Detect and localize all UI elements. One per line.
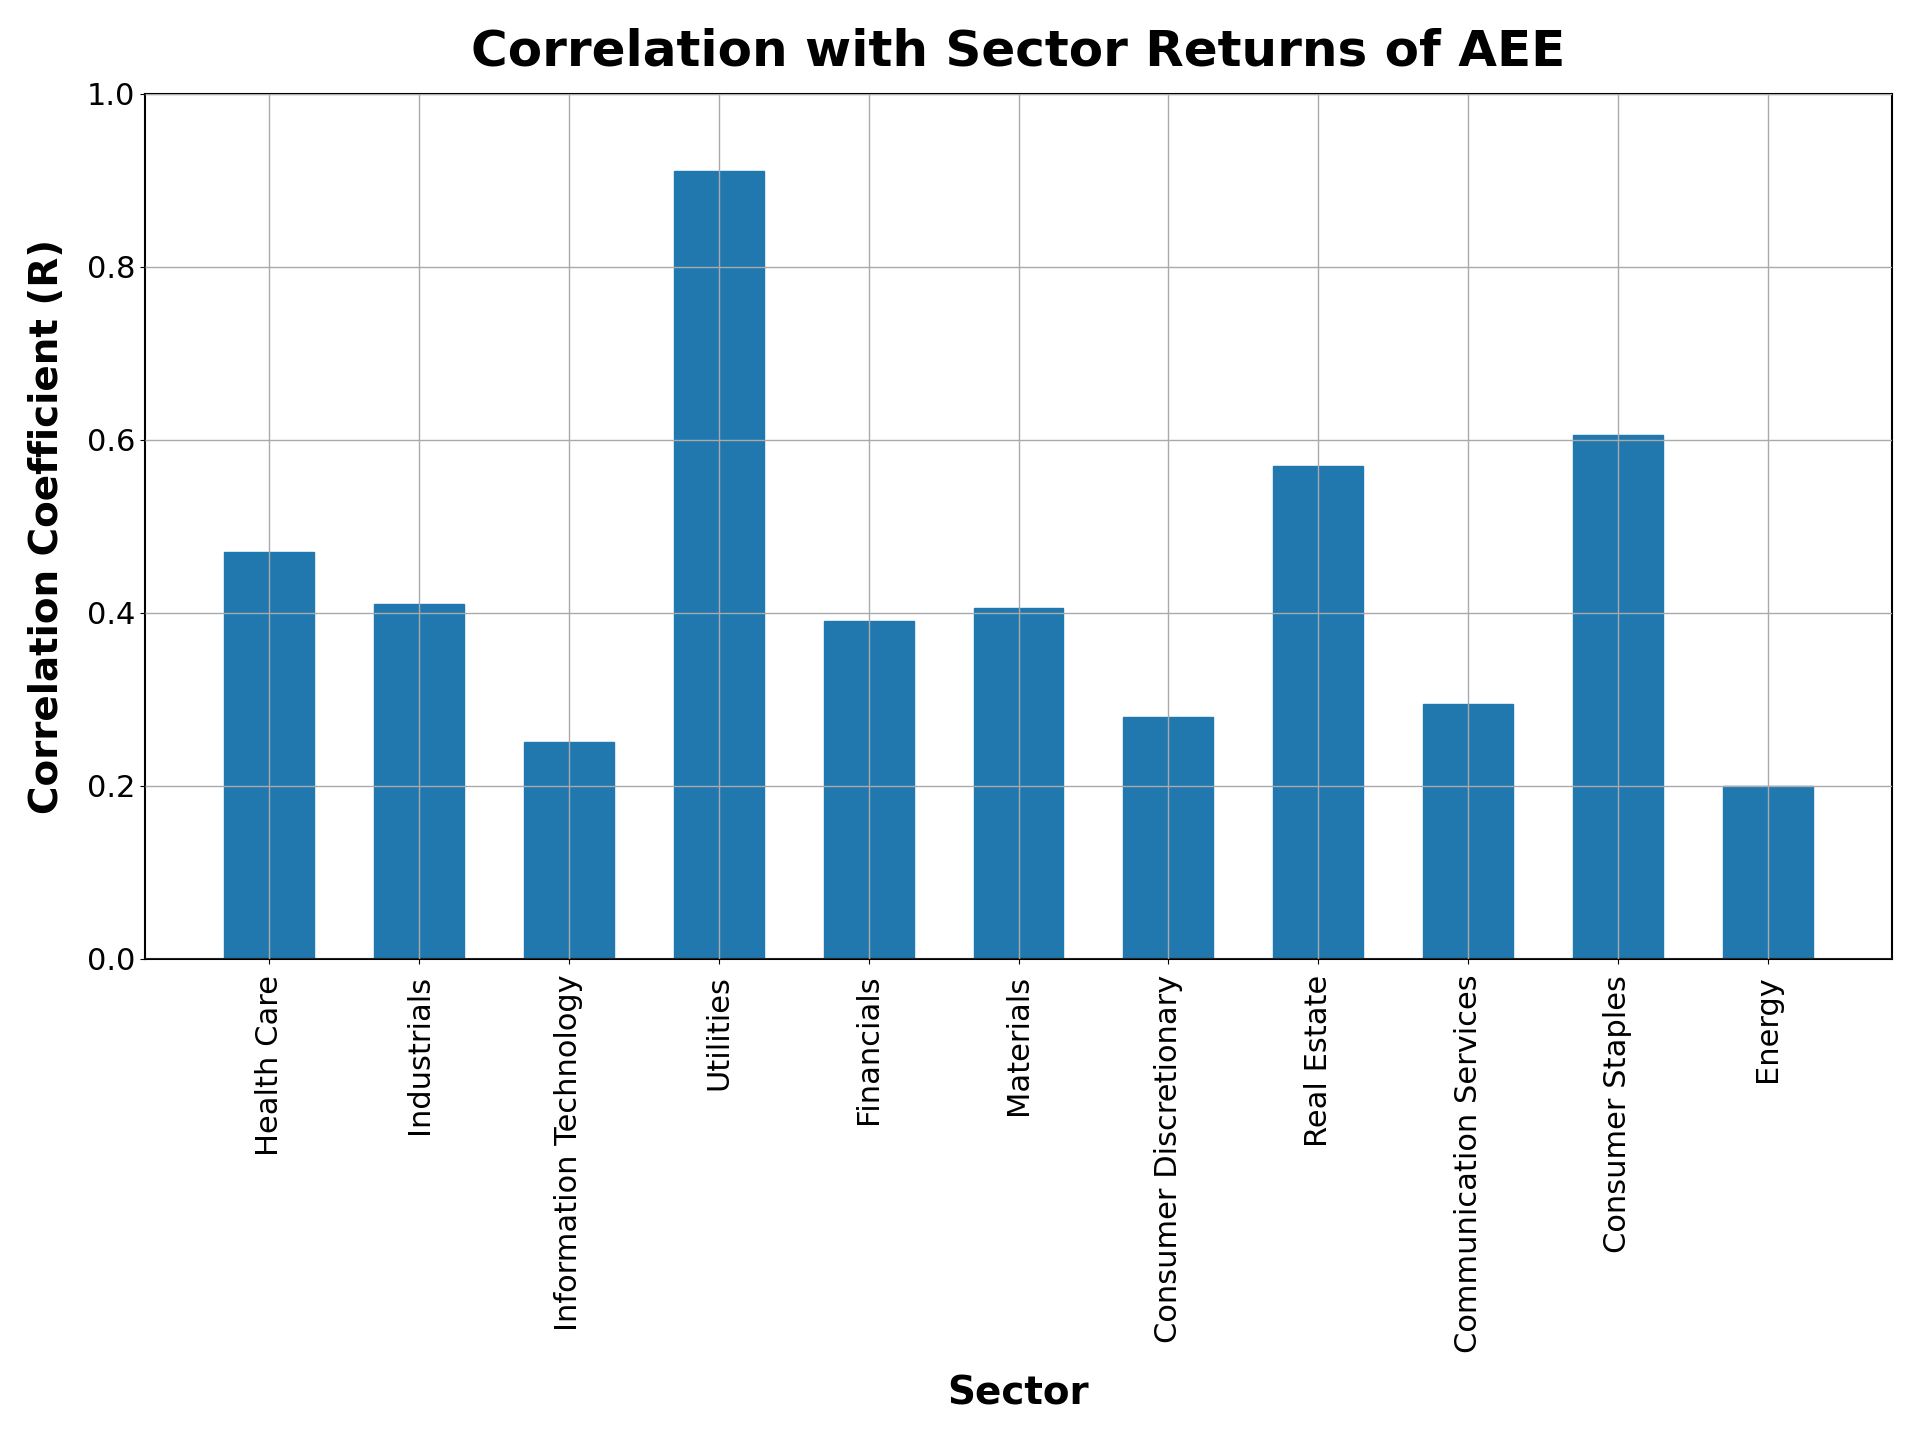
Bar <box>1273 465 1363 959</box>
Bar <box>225 552 315 959</box>
Bar <box>1722 786 1812 959</box>
Bar <box>374 603 465 959</box>
Bar <box>1123 717 1213 959</box>
Bar <box>524 743 614 959</box>
Bar <box>1572 435 1663 959</box>
Title: Correlation with Sector Returns of AEE: Correlation with Sector Returns of AEE <box>472 27 1565 76</box>
Bar <box>973 608 1064 959</box>
X-axis label: Sector: Sector <box>948 1374 1089 1413</box>
Bar <box>824 621 914 959</box>
Y-axis label: Correlation Coefficient (R): Correlation Coefficient (R) <box>27 239 65 814</box>
Bar <box>674 171 764 959</box>
Bar <box>1423 704 1513 959</box>
